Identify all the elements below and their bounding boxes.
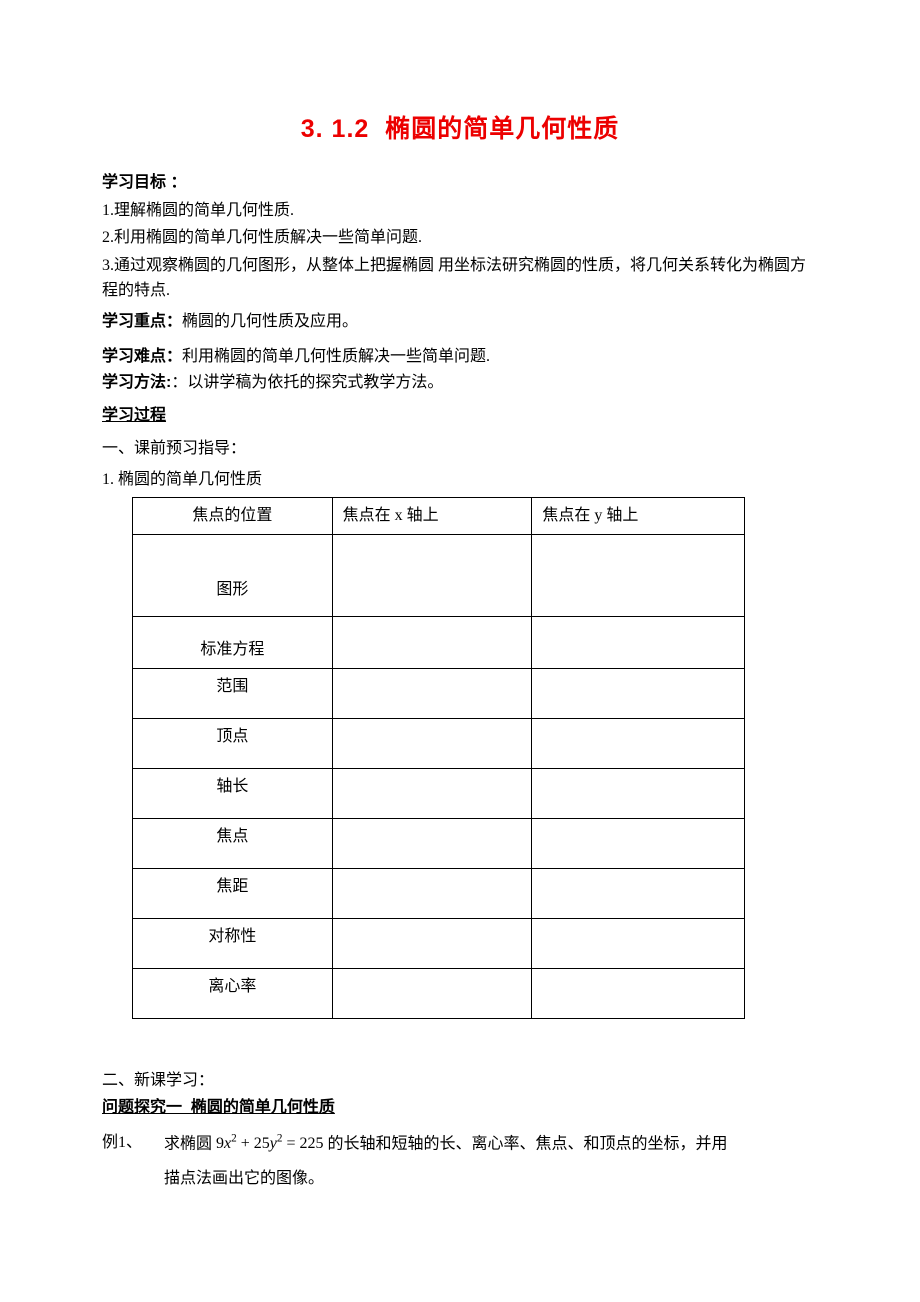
goal-item: 3.通过观察椭圆的几何图形，从整体上把握椭圆 用坐标法研究椭圆的性质，将几何关系… xyxy=(102,254,818,304)
learning-difficulty: 学习难点：利用椭圆的简单几何性质解决一些简单问题. xyxy=(102,345,818,370)
table-cell xyxy=(532,535,745,617)
table-cell xyxy=(332,919,532,969)
table-row-label: 焦点 xyxy=(133,819,333,869)
table-row: 图形 xyxy=(133,535,745,617)
table-cell xyxy=(532,969,745,1019)
table-row: 焦距 xyxy=(133,869,745,919)
goal-item: 1.理解椭圆的简单几何性质. xyxy=(102,199,818,224)
table-cell xyxy=(332,819,532,869)
table-cell xyxy=(532,669,745,719)
learning-difficulty-label: 学习难点： xyxy=(102,348,182,365)
preclass-guide: 一、课前预习指导： xyxy=(102,437,818,462)
goal-item: 2.利用椭圆的简单几何性质解决一些简单问题. xyxy=(102,226,818,251)
example-line2: 描点法画出它的图像。 xyxy=(102,1167,818,1192)
table-cell xyxy=(532,719,745,769)
learning-process-heading: 学习过程 xyxy=(102,404,818,429)
learning-focus-text: 椭圆的几何性质及应用。 xyxy=(182,313,358,330)
table-row: 离心率 xyxy=(133,969,745,1019)
learning-focus-label: 学习重点： xyxy=(102,313,182,330)
table-header-cell: 焦点在 x 轴上 xyxy=(332,497,532,535)
page-title: 3. 1.2 椭圆的简单几何性质 xyxy=(102,110,818,149)
table-cell xyxy=(332,869,532,919)
table-cell xyxy=(532,919,745,969)
table-row-label: 轴长 xyxy=(133,769,333,819)
table-cell xyxy=(532,819,745,869)
learning-focus: 学习重点：椭圆的几何性质及应用。 xyxy=(102,310,818,335)
learning-goals-section: 学习目标 ： 1.理解椭圆的简单几何性质. 2.利用椭圆的简单几何性质解决一些简… xyxy=(102,171,818,304)
table-row: 顶点 xyxy=(133,719,745,769)
table-row-label: 图形 xyxy=(133,535,333,617)
learning-method: 学习方法:：以讲学稿为依托的探究式教学方法。 xyxy=(102,371,818,396)
table-row: 标准方程 xyxy=(133,617,745,669)
table-header-cell: 焦点在 y 轴上 xyxy=(532,497,745,535)
table-cell xyxy=(332,969,532,1019)
inquiry-label: 问题探究一 椭圆的简单几何性质 xyxy=(102,1099,335,1116)
table-row: 焦点的位置 焦点在 x 轴上 焦点在 y 轴上 xyxy=(133,497,745,535)
learning-process-label: 学习过程 xyxy=(102,407,166,424)
table-row: 范围 xyxy=(133,669,745,719)
inquiry-heading: 问题探究一 椭圆的简单几何性质 xyxy=(102,1096,818,1121)
example-suffix: 的长轴和短轴的长、离心率、焦点、和顶点的坐标，并用 xyxy=(327,1135,727,1152)
table-row: 对称性 xyxy=(133,919,745,969)
example-prefix: 求椭圆 xyxy=(164,1135,212,1152)
table-row-label: 顶点 xyxy=(133,719,333,769)
example-equation: 9x2 + 25y2 = 225 xyxy=(216,1135,323,1152)
properties-table: 焦点的位置 焦点在 x 轴上 焦点在 y 轴上 图形标准方程范围顶点轴长焦点焦距… xyxy=(132,497,745,1020)
table-cell xyxy=(332,535,532,617)
learning-method-text: ：以讲学稿为依托的探究式教学方法。 xyxy=(171,374,443,391)
table-row-label: 标准方程 xyxy=(133,617,333,669)
table-row-label: 对称性 xyxy=(133,919,333,969)
table-cell xyxy=(532,769,745,819)
example-1: 例1、 求椭圆 9x2 + 25y2 = 225 的长轴和短轴的长、离心率、焦点… xyxy=(102,1131,818,1192)
example-body: 求椭圆 9x2 + 25y2 = 225 的长轴和短轴的长、离心率、焦点、和顶点… xyxy=(164,1131,818,1157)
learning-goals-label: 学习目标 ： xyxy=(102,174,186,191)
table-row-label: 焦距 xyxy=(133,869,333,919)
table-cell xyxy=(332,617,532,669)
learning-difficulty-text: 利用椭圆的简单几何性质解决一些简单问题. xyxy=(182,348,490,365)
table-cell xyxy=(332,669,532,719)
new-lesson-heading: 二、新课学习： xyxy=(102,1069,818,1094)
table-row-label: 范围 xyxy=(133,669,333,719)
table-cell xyxy=(532,869,745,919)
table-row: 轴长 xyxy=(133,769,745,819)
table-row-label: 离心率 xyxy=(133,969,333,1019)
learning-method-label: 学习方法: xyxy=(102,374,171,391)
table-header-cell: 焦点的位置 xyxy=(133,497,333,535)
table-intro: 1. 椭圆的简单几何性质 xyxy=(102,468,818,493)
table-cell xyxy=(332,769,532,819)
example-number: 例1、 xyxy=(102,1131,164,1157)
properties-table-wrap: 焦点的位置 焦点在 x 轴上 焦点在 y 轴上 图形标准方程范围顶点轴长焦点焦距… xyxy=(102,497,818,1020)
table-cell xyxy=(532,617,745,669)
table-cell xyxy=(332,719,532,769)
table-row: 焦点 xyxy=(133,819,745,869)
